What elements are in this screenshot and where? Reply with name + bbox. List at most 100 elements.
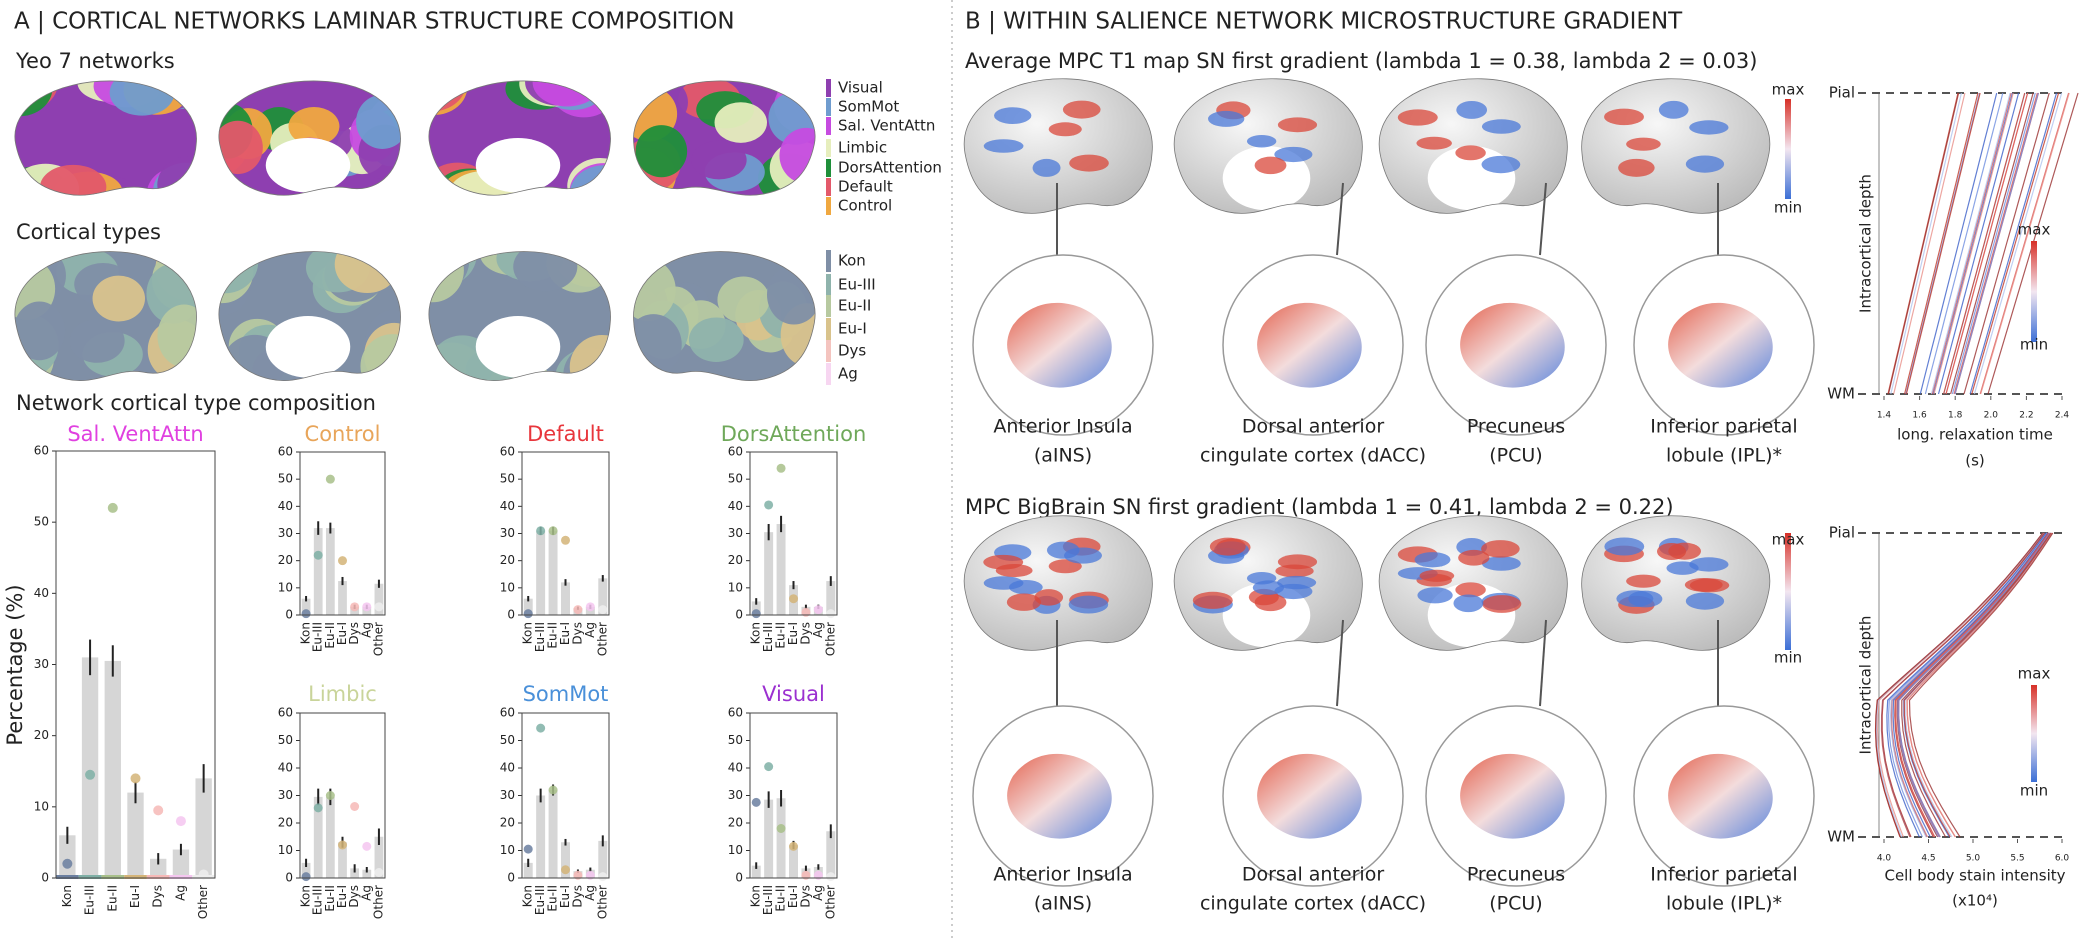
network-point — [523, 609, 533, 619]
network-point — [301, 609, 311, 619]
chart-title: Limbic — [308, 682, 377, 706]
region-label: Precuneus — [1467, 864, 1565, 886]
region-label: (PCU) — [1489, 893, 1542, 915]
profile-line — [1906, 532, 2053, 838]
network-point — [175, 816, 186, 827]
axes-frame — [749, 712, 838, 879]
axes-frame — [299, 712, 386, 879]
bar — [374, 583, 384, 615]
gradient-patch — [1689, 578, 1730, 593]
bar — [826, 581, 836, 615]
y-tick-label: 30 — [500, 788, 515, 802]
x-tick-label: 1.8 — [1948, 411, 1963, 421]
y-tick-label: 0 — [507, 608, 515, 622]
gradient-patch — [1419, 569, 1455, 582]
profile-line — [1887, 532, 2047, 838]
section-title: Cortical types — [16, 220, 161, 244]
y-tick-label: 60 — [728, 445, 743, 459]
gradient-patch — [1689, 120, 1729, 135]
x-tick-label: Dys — [570, 622, 584, 645]
x-tick-label: Kon — [521, 885, 535, 907]
legend-label: Eu-II — [838, 297, 871, 315]
x-tick-label: Eu-I — [558, 885, 572, 908]
profile-line — [1932, 92, 2013, 395]
legend-swatch — [826, 340, 831, 362]
bar — [172, 849, 190, 878]
legend-swatch — [826, 98, 831, 116]
y-tick-label: 30 — [278, 526, 293, 540]
colorbar-label: min — [1774, 649, 1802, 667]
x-tick-label: Eu-III — [311, 622, 325, 652]
region-label: (aINS) — [1034, 893, 1092, 915]
boundary-label: WM — [1827, 828, 1855, 846]
network-point — [374, 868, 384, 877]
network-point — [313, 803, 323, 813]
gradient-patch — [1208, 110, 1245, 127]
bar — [789, 845, 798, 878]
boundary-label: Pial — [1829, 84, 1855, 102]
axes-frame — [55, 450, 216, 879]
network-point — [374, 602, 384, 612]
colorbar-label: min — [2020, 336, 2048, 354]
y-tick-label: 50 — [500, 733, 515, 747]
bar — [338, 581, 347, 615]
profile-line — [1933, 92, 2014, 395]
gradient-patch — [1481, 119, 1521, 134]
x-tick-label: Ag — [359, 622, 373, 638]
brain-patch — [688, 317, 744, 362]
legend-swatch — [826, 295, 831, 317]
boundary-label: WM — [1827, 385, 1855, 403]
x-tick-label: Other — [823, 622, 837, 656]
brain-patch — [428, 251, 477, 286]
bar — [776, 523, 786, 615]
region-label: Anterior Insula — [993, 864, 1132, 886]
brain-patch — [513, 251, 578, 292]
y-tick-label: 30 — [728, 526, 743, 540]
legend-swatch — [826, 117, 831, 135]
region-zoom — [1668, 302, 1773, 388]
gradient-patch — [1626, 137, 1661, 151]
network-point — [548, 526, 558, 536]
network-point — [776, 824, 786, 833]
region-label: Precuneus — [1467, 416, 1565, 438]
brain-patch — [428, 80, 467, 112]
region-label: Dorsal anterior — [1242, 864, 1384, 886]
y-tick-label: 50 — [34, 515, 49, 529]
y-tick-label: 30 — [500, 526, 515, 540]
x-tick-label: Eu-II — [546, 885, 560, 912]
network-point — [313, 550, 323, 560]
connector — [1336, 619, 1344, 707]
gradient-patch — [1481, 540, 1520, 558]
region-label: lobule (IPL)* — [1666, 893, 1782, 915]
profile-line — [1894, 532, 2050, 838]
x-tick-label: Eu-III — [533, 885, 547, 915]
y-tick-label: 0 — [735, 608, 743, 622]
y-tick-label: 40 — [278, 499, 293, 513]
y-axis-title: Intracortical depth — [1857, 174, 1875, 313]
gradient-patch — [1685, 592, 1725, 610]
chart-title: Default — [527, 422, 604, 446]
network-point — [789, 841, 798, 851]
profile-line — [1969, 92, 2058, 395]
connector — [1539, 619, 1547, 707]
y-axis-title: Intracortical depth — [1857, 616, 1875, 755]
gradient-patch — [1277, 575, 1317, 590]
gradient-patch — [1666, 561, 1699, 575]
profile-line — [1886, 532, 2047, 838]
x-tick-label: Eu-I — [128, 885, 142, 908]
x-tick-label: Eu-I — [558, 622, 572, 645]
y-axis-title: Percentage (%) — [3, 584, 27, 745]
gradient-patch — [1626, 574, 1661, 588]
profile-line — [1973, 92, 2063, 395]
y-tick-label: 60 — [34, 444, 49, 458]
x-tick-label: Other — [371, 885, 385, 919]
profile-line — [1890, 532, 2048, 838]
category-strip — [124, 875, 147, 879]
y-tick-label: 40 — [278, 761, 293, 775]
colorbar-label: min — [1774, 199, 1802, 217]
profile-line — [1937, 92, 2020, 395]
brain-outline — [633, 251, 816, 381]
network-point — [598, 605, 608, 615]
gradient-patch — [1453, 594, 1484, 613]
profile-line — [1945, 92, 2029, 395]
